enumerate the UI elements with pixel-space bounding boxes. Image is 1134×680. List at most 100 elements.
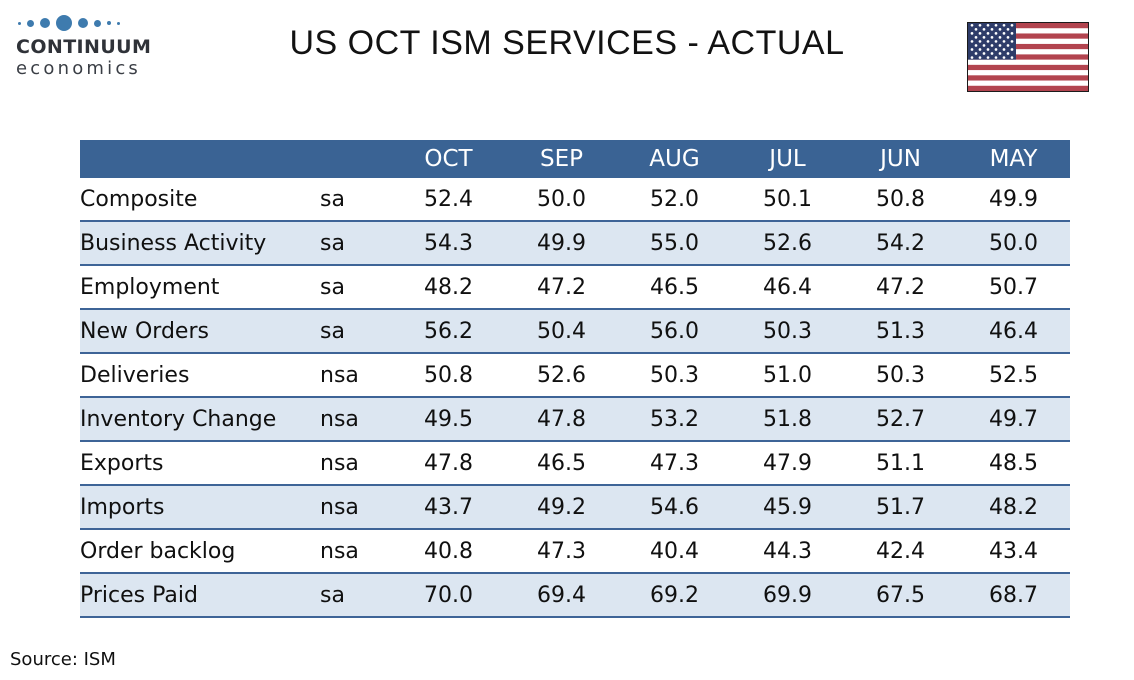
value-cell: 52.6	[763, 230, 812, 256]
col-header-month: OCT	[392, 140, 505, 178]
value-cell: 69.9	[763, 582, 812, 608]
value-cell: 52.4	[424, 186, 473, 212]
value-cell: 68.7	[989, 582, 1038, 608]
value-cell: 47.3	[537, 538, 586, 564]
page-title: US OCT ISM SERVICES - ACTUAL	[289, 24, 845, 62]
value-cell: 50.0	[989, 230, 1038, 256]
value-cell: 52.7	[876, 406, 925, 432]
value-cell: 54.3	[424, 230, 473, 256]
table-header-row: OCT SEP AUG JUL JUN MAY	[80, 140, 1070, 178]
value-cell: 54.2	[876, 230, 925, 256]
table-row: New Orders sa 56.2 50.4 56.0 50.3 51.3 46.4	[80, 309, 1070, 353]
value-cell: 69.2	[650, 582, 699, 608]
col-header-month: JUL	[731, 140, 844, 178]
value-cell: 52.5	[989, 362, 1038, 388]
value-cell: 46.4	[763, 274, 812, 300]
value-cell: 40.4	[650, 538, 699, 564]
row-adjustment: nsa	[320, 362, 359, 388]
row-label: Imports	[80, 494, 165, 520]
value-cell: 50.4	[537, 318, 586, 344]
value-cell: 51.0	[763, 362, 812, 388]
row-adjustment: sa	[320, 274, 345, 300]
value-cell: 47.9	[763, 450, 812, 476]
value-cell: 50.7	[989, 274, 1038, 300]
value-cell: 43.4	[989, 538, 1038, 564]
value-cell: 67.5	[876, 582, 925, 608]
value-cell: 50.1	[763, 186, 812, 212]
value-cell: 50.8	[424, 362, 473, 388]
value-cell: 56.2	[424, 318, 473, 344]
table-row: Employment sa 48.2 47.2 46.5 46.4 47.2 50.7	[80, 265, 1070, 309]
row-adjustment: sa	[320, 582, 345, 608]
value-cell: 48.2	[989, 494, 1038, 520]
row-adjustment: sa	[320, 318, 345, 344]
row-label: Prices Paid	[80, 582, 198, 608]
value-cell: 50.3	[876, 362, 925, 388]
table-row: Order backlog nsa 40.8 47.3 40.4 44.3 42.4 43.4	[80, 529, 1070, 573]
value-cell: 44.3	[763, 538, 812, 564]
value-cell: 49.9	[537, 230, 586, 256]
value-cell: 56.0	[650, 318, 699, 344]
value-cell: 50.3	[763, 318, 812, 344]
row-adjustment: sa	[320, 186, 345, 212]
value-cell: 51.7	[876, 494, 925, 520]
row-adjustment: sa	[320, 230, 345, 256]
value-cell: 48.2	[424, 274, 473, 300]
us-flag-icon	[967, 22, 1089, 92]
row-label: Exports	[80, 450, 164, 476]
table-row: Business Activity sa 54.3 49.9 55.0 52.6 54.2 5…	[80, 221, 1070, 265]
value-cell: 47.3	[650, 450, 699, 476]
continuum-logo: CONTINUUM economics	[16, 13, 151, 79]
value-cell: 51.1	[876, 450, 925, 476]
value-cell: 55.0	[650, 230, 699, 256]
value-cell: 49.9	[989, 186, 1038, 212]
value-cell: 46.4	[989, 318, 1038, 344]
value-cell: 47.8	[537, 406, 586, 432]
ism-data-table: OCT SEP AUG JUL JUN MAY Composite sa 52.4 5…	[80, 140, 1070, 618]
logo-dots-icon	[18, 13, 151, 33]
value-cell: 49.5	[424, 406, 473, 432]
table-body: Composite sa 52.4 50.0 52.0 50.1 50.8 49.9 Busin…	[80, 178, 1070, 617]
value-cell: 46.5	[650, 274, 699, 300]
value-cell: 69.4	[537, 582, 586, 608]
value-cell: 42.4	[876, 538, 925, 564]
row-adjustment: nsa	[320, 538, 359, 564]
col-header-month: JUN	[844, 140, 957, 178]
col-header-month: AUG	[618, 140, 731, 178]
row-label: Business Activity	[80, 230, 267, 256]
value-cell: 54.6	[650, 494, 699, 520]
value-cell: 50.3	[650, 362, 699, 388]
value-cell: 51.8	[763, 406, 812, 432]
value-cell: 52.6	[537, 362, 586, 388]
row-label: Order backlog	[80, 538, 236, 564]
table-row: Prices Paid sa 70.0 69.4 69.2 69.9 67.5 68.7	[80, 573, 1070, 617]
row-adjustment: nsa	[320, 406, 359, 432]
logo-subname: economics	[16, 58, 142, 79]
value-cell: 47.2	[876, 274, 925, 300]
row-label: Deliveries	[80, 362, 190, 388]
value-cell: 70.0	[424, 582, 473, 608]
col-header-month: SEP	[505, 140, 618, 178]
table-row: Deliveries nsa 50.8 52.6 50.3 51.0 50.3 52.5	[80, 353, 1070, 397]
value-cell: 46.5	[537, 450, 586, 476]
value-cell: 43.7	[424, 494, 473, 520]
value-cell: 45.9	[763, 494, 812, 520]
table-row: Imports nsa 43.7 49.2 54.6 45.9 51.7 48.2	[80, 485, 1070, 529]
value-cell: 53.2	[650, 406, 699, 432]
table-row: Composite sa 52.4 50.0 52.0 50.1 50.8 49.9	[80, 178, 1070, 221]
row-label: New Orders	[80, 318, 209, 344]
logo-name: CONTINUUM	[16, 36, 152, 58]
source-note: Source: ISM	[10, 649, 116, 670]
col-header-indicator	[80, 140, 320, 178]
value-cell: 50.8	[876, 186, 925, 212]
value-cell: 48.5	[989, 450, 1038, 476]
value-cell: 50.0	[537, 186, 586, 212]
row-label: Inventory Change	[80, 406, 277, 432]
table-row: Inventory Change nsa 49.5 47.8 53.2 51.8 52.7 4…	[80, 397, 1070, 441]
value-cell: 47.8	[424, 450, 473, 476]
value-cell: 47.2	[537, 274, 586, 300]
row-label: Employment	[80, 274, 220, 300]
value-cell: 49.7	[989, 406, 1038, 432]
row-adjustment: nsa	[320, 494, 359, 520]
